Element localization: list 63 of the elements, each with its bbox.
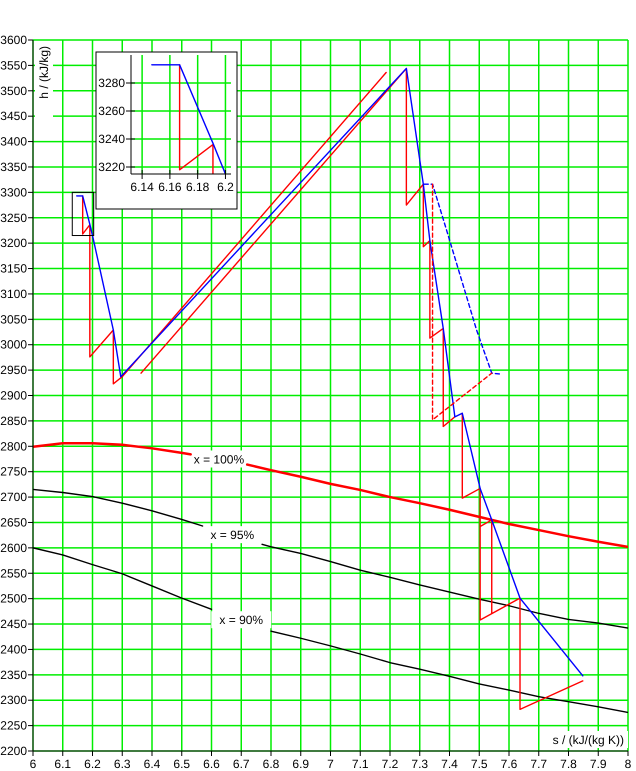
y-tick-label: 3350: [0, 160, 28, 174]
x-tick-label: 6.5: [173, 757, 190, 771]
x-tick-label: 6.8: [262, 757, 280, 771]
x-tick-label: 6.9: [292, 757, 310, 771]
x-tick-label: 6.14: [130, 180, 154, 194]
y-tick-label: 3220: [98, 160, 126, 174]
y-axis-title: h / (kJ/kg): [37, 46, 51, 99]
y-tick-label: 3450: [0, 109, 28, 124]
y-tick-label: 2850: [0, 414, 28, 428]
y-tick-label: 3000: [0, 338, 28, 352]
x-tick-label: 6.2: [217, 180, 234, 194]
y-tick-label: 3050: [0, 312, 28, 326]
y-tick-label: 2900: [0, 388, 28, 402]
x-tick-label: 7.4: [441, 757, 458, 771]
y-tick-label: 3600: [0, 33, 28, 47]
y-tick-label: 3550: [0, 58, 28, 72]
y-tick-label: 3280: [98, 76, 126, 90]
y-tick-label: 3100: [0, 286, 28, 301]
y-tick-label: 2450: [0, 617, 28, 632]
x-axis-title: s / (kJ/(kg K)): [552, 733, 624, 747]
y-tick-label: 2350: [0, 668, 28, 682]
x-tick-label: 6.18: [186, 180, 210, 194]
x-tick-label: 6: [30, 757, 37, 771]
x-tick-label: 7.7: [530, 757, 548, 771]
y-tick-label: 2200: [0, 744, 28, 758]
y-tick-label: 2950: [0, 363, 28, 378]
x-tick-label: 7.2: [382, 757, 399, 771]
x-tick-label: 7.9: [590, 757, 607, 771]
y-tick-label: 2400: [0, 642, 28, 656]
y-tick-label: 3250: [0, 210, 28, 225]
x-tick-label: 6.6: [203, 757, 220, 771]
x-tick-label: 7.8: [560, 757, 578, 771]
x-tick-label: 7.1: [352, 757, 369, 771]
y-tick-label: 3300: [0, 185, 28, 200]
y-tick-label: 3240: [98, 132, 126, 146]
y-tick-label: 2300: [0, 693, 28, 708]
series-label: x = 95%: [210, 528, 254, 542]
y-tick-label: 3500: [0, 84, 28, 98]
y-tick-label: 2650: [0, 515, 28, 530]
y-tick-label: 2700: [0, 490, 28, 504]
x-tick-label: 8: [624, 757, 632, 771]
x-tick-label: 6.2: [84, 757, 102, 771]
y-tick-label: 3200: [0, 236, 28, 250]
x-tick-label: 7.6: [500, 757, 518, 771]
y-tick-label: 2600: [0, 540, 28, 555]
y-tick-label: 2750: [0, 464, 28, 479]
x-tick-label: 7: [327, 757, 334, 771]
x-tick-label: 6.1: [54, 757, 72, 771]
x-tick-label: 6.16: [158, 180, 182, 194]
y-tick-label: 2800: [0, 439, 28, 454]
series-label: x = 100%: [194, 452, 244, 466]
y-tick-label: 3260: [98, 104, 126, 118]
x-tick-label: 7.3: [411, 757, 428, 771]
x-tick-label: 6.3: [114, 757, 131, 771]
x-tick-label: 7.5: [470, 757, 488, 771]
y-tick-label: 2550: [0, 566, 28, 580]
y-tick-label: 2500: [0, 592, 28, 606]
x-tick-label: 6.4: [144, 757, 161, 771]
y-tick-label: 3150: [0, 262, 28, 276]
x-tick-label: 6.7: [232, 757, 250, 771]
y-tick-label: 2250: [0, 718, 28, 733]
series-label: x = 90%: [219, 613, 264, 628]
y-tick-label: 3400: [0, 134, 28, 149]
